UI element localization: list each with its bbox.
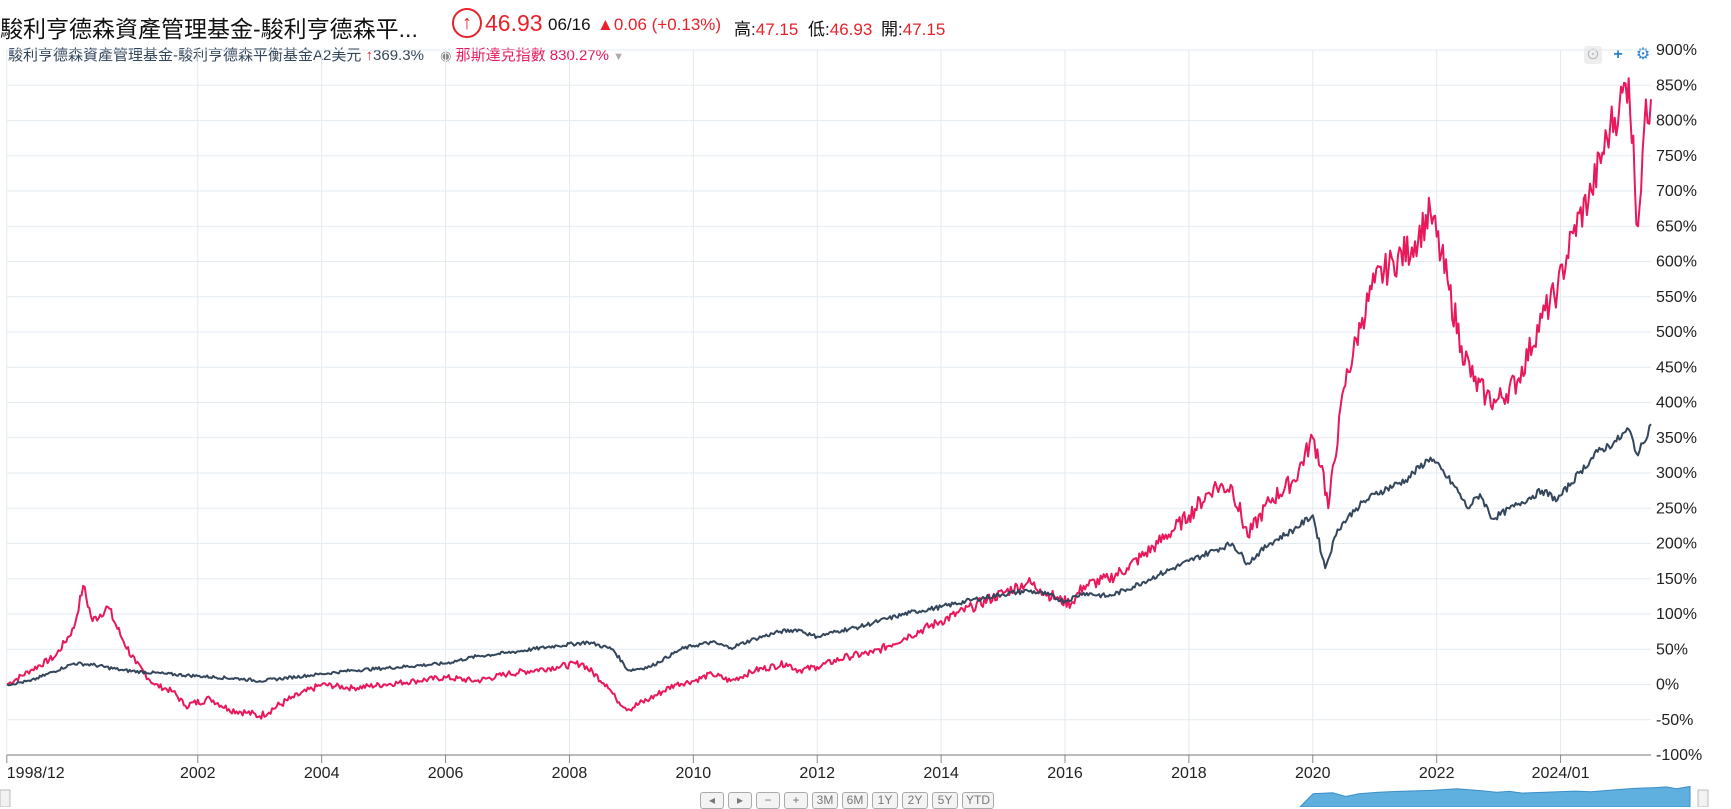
y-tick-label: 650% <box>1656 218 1697 235</box>
plus-icon[interactable]: + <box>1613 46 1623 63</box>
x-tick-label: 2020 <box>1295 765 1331 782</box>
y-tick-label: 700% <box>1656 183 1697 200</box>
range-button[interactable]: YTD <box>962 792 994 809</box>
range-button[interactable]: 6M <box>842 792 868 809</box>
fund-series-line <box>6 423 1652 687</box>
range-button[interactable]: − <box>756 792 780 809</box>
y-tick-label: 200% <box>1656 536 1697 553</box>
x-tick-label: 2008 <box>552 765 588 782</box>
y-tick-label: 50% <box>1656 641 1688 658</box>
y-tick-label: 800% <box>1656 113 1697 130</box>
up-arrow-icon: ↑ <box>365 47 374 64</box>
current-price: 46.93 <box>485 10 543 36</box>
y-tick-label: 900% <box>1656 42 1697 59</box>
y-tick-label: 150% <box>1656 571 1697 588</box>
x-tick-label: 2018 <box>1171 765 1207 782</box>
y-tick-label: 600% <box>1656 254 1697 271</box>
y-tick-label: 100% <box>1656 606 1697 623</box>
y-tick-label: 300% <box>1656 465 1697 482</box>
price-change: ▲0.06 (+0.13%) <box>597 15 722 34</box>
y-tick-label: 850% <box>1656 77 1697 94</box>
fund-title: 駿利亨德森資產管理基金-駿利亨德森平... <box>0 16 418 42</box>
y-tick-label: 450% <box>1656 359 1697 376</box>
legend-nasdaq-name: 那斯達克指數 <box>455 47 546 64</box>
open-price: 開:47.15 <box>881 20 946 39</box>
x-tick-label: 2004 <box>304 765 340 782</box>
range-button[interactable]: ▸ <box>728 792 752 809</box>
legend-fund-name: 駿利亨德森資產管理基金-駿利亨德森平衡基金A2美元 <box>8 47 362 64</box>
x-tick-label: 1998/12 <box>7 765 65 782</box>
y-tick-label: 500% <box>1656 324 1697 341</box>
y-tick-label: 550% <box>1656 289 1697 306</box>
x-tick-label: 2024/01 <box>1532 765 1590 782</box>
y-axis: 900% 850% 800% 750% 700% 650% 600% 550% 500% 450%… <box>1656 42 1702 764</box>
range-button[interactable]: 3M <box>812 792 838 809</box>
range-button[interactable]: 5Y <box>932 792 958 809</box>
x-tick-label: 2016 <box>1047 765 1083 782</box>
range-button[interactable]: ◂ <box>700 792 724 809</box>
range-button[interactable]: 2Y <box>902 792 928 809</box>
x-tick-label: 2012 <box>799 765 835 782</box>
y-tick-label: 750% <box>1656 148 1697 165</box>
x-axis: 1998/12 2002 2004 2006 2008 2010 2012 2014 2016 2… <box>6 754 1651 782</box>
chart-header: 駿利亨德森資產管理基金-駿利亨德森平... ↑ 46.93 06/16 ▲0.0… <box>0 8 1000 42</box>
nasdaq-series-line <box>6 77 1652 720</box>
chart-grid <box>6 49 1651 756</box>
y-tick-label: -100% <box>1656 747 1702 764</box>
high-price: 高:47.15 <box>734 20 799 39</box>
legend-nasdaq-pct: 830.27% <box>549 47 609 64</box>
x-tick-label: 2006 <box>428 765 464 782</box>
x-tick-label: 2002 <box>180 765 216 782</box>
range-button[interactable]: 1Y <box>872 792 898 809</box>
y-tick-label: 0% <box>1656 677 1679 694</box>
legend-fund-pct: 369.3% <box>373 47 424 64</box>
navigator-left-handle <box>0 789 11 807</box>
up-arrow-icon: ↑ <box>452 8 482 38</box>
x-tick-label: 2014 <box>923 765 959 782</box>
caret-down-icon[interactable]: ▼ <box>613 51 625 63</box>
x-tick-label: 2022 <box>1419 765 1455 782</box>
chart-series <box>6 77 1652 720</box>
navigator[interactable] <box>0 785 1709 808</box>
x-tick-label: 2010 <box>676 765 712 782</box>
y-tick-label: 400% <box>1656 395 1697 412</box>
y-tick-label: 250% <box>1656 500 1697 517</box>
y-tick-label: 350% <box>1656 430 1697 447</box>
price-date: 06/16 <box>548 15 591 34</box>
low-price: 低:46.93 <box>808 20 873 39</box>
y-tick-label: -50% <box>1656 712 1693 729</box>
range-button[interactable]: + <box>784 792 808 809</box>
navigator-right-handle <box>1697 789 1709 807</box>
navigator-area <box>1299 785 1691 807</box>
legend-item-fund[interactable]: 駿利亨德森資產管理基金-駿利亨德森平衡基金A2美元 ↑369.3% <box>8 47 428 64</box>
